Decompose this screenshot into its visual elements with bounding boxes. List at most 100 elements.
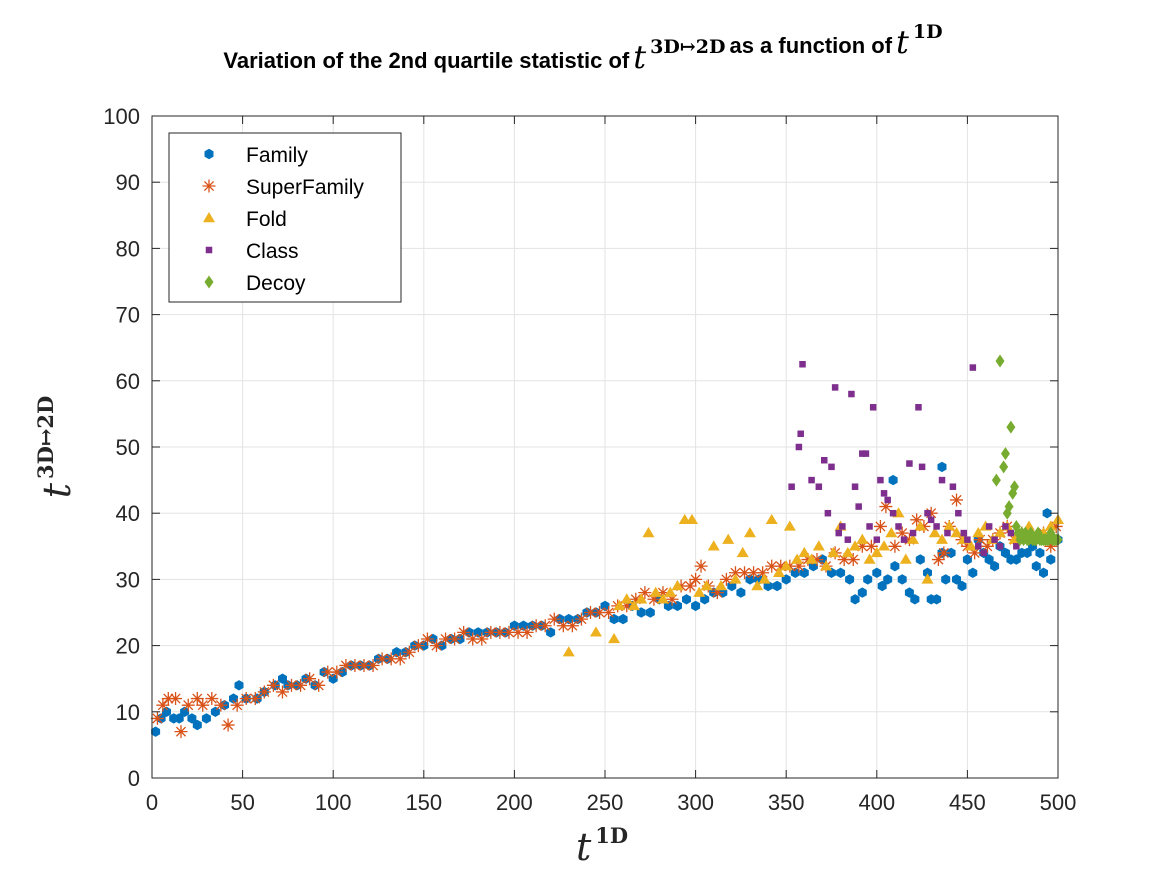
superfamily-point bbox=[150, 711, 164, 725]
superfamily-point bbox=[214, 698, 228, 712]
family-point bbox=[872, 567, 882, 578]
class-point bbox=[788, 483, 795, 490]
family-point bbox=[618, 613, 628, 625]
fold-point bbox=[798, 546, 811, 558]
superfamily-point bbox=[257, 685, 271, 699]
superfamily-point bbox=[484, 625, 498, 639]
class-point bbox=[900, 536, 908, 543]
superfamily-point bbox=[285, 678, 299, 692]
fold-point bbox=[972, 527, 985, 538]
superfamily-point bbox=[275, 685, 289, 699]
class-point bbox=[880, 490, 888, 497]
family-point bbox=[923, 567, 932, 578]
superfamily-point bbox=[547, 612, 561, 626]
y-axis-superscript: 3D↦2D bbox=[33, 396, 58, 479]
class-point bbox=[877, 476, 884, 484]
title-y-symbol: t bbox=[633, 38, 646, 76]
family-point bbox=[187, 713, 197, 724]
fold-point bbox=[608, 632, 621, 644]
fold-point bbox=[943, 520, 956, 531]
class-point bbox=[924, 509, 931, 517]
fold-point bbox=[921, 573, 934, 584]
superfamily-point bbox=[593, 606, 607, 619]
class-point bbox=[949, 483, 957, 490]
axis-ticks: 0 50 100 150 200 250 300 350 400 450 500 0 10 20 30 40 5… bbox=[103, 104, 1076, 815]
superfamily-point bbox=[837, 553, 851, 567]
fold-point bbox=[870, 546, 883, 558]
x-tick-label: 50 bbox=[230, 790, 254, 815]
class-point bbox=[933, 523, 940, 530]
fold-point bbox=[729, 573, 742, 584]
class-point bbox=[859, 450, 866, 457]
y-tick-label: 100 bbox=[103, 104, 140, 129]
title-y-superscript: 3D↦2D bbox=[650, 36, 725, 58]
superfamily-point bbox=[910, 513, 924, 527]
y-tick-label: 80 bbox=[116, 236, 140, 261]
superfamily-point bbox=[375, 652, 389, 666]
superfamily-point bbox=[493, 625, 507, 639]
fold-point bbox=[780, 560, 793, 571]
superfamily-point bbox=[846, 553, 860, 567]
superfamily-point bbox=[266, 678, 280, 692]
family-point bbox=[736, 587, 746, 598]
family-point bbox=[941, 574, 951, 585]
class-point bbox=[969, 364, 977, 371]
superfamily-point bbox=[683, 579, 697, 593]
family-point bbox=[691, 600, 701, 612]
y-tick-label: 40 bbox=[116, 501, 140, 526]
class-point bbox=[824, 509, 832, 517]
class-point bbox=[955, 509, 962, 517]
class-point bbox=[795, 443, 803, 451]
x-tick-label: 100 bbox=[315, 790, 352, 815]
fold-point bbox=[856, 533, 869, 544]
class-point bbox=[1013, 543, 1020, 550]
class-point bbox=[895, 523, 902, 530]
fold-legend-marker bbox=[203, 212, 215, 223]
family-point bbox=[201, 713, 211, 724]
family-point bbox=[915, 554, 925, 565]
superfamily-point bbox=[221, 718, 235, 732]
family-point bbox=[1000, 547, 1010, 559]
superfamily-point bbox=[420, 632, 434, 646]
x-axis-superscript: 1D bbox=[595, 823, 628, 848]
fold-point bbox=[907, 533, 920, 544]
title-middle: as a function of bbox=[729, 33, 892, 58]
superfamily-point bbox=[656, 586, 670, 600]
superfamily-point bbox=[801, 553, 815, 567]
superfamily-point bbox=[321, 665, 335, 679]
superfamily-point bbox=[873, 519, 887, 533]
superfamily-point bbox=[950, 493, 964, 507]
superfamily-point bbox=[411, 639, 425, 653]
superfamily-point bbox=[366, 658, 380, 672]
svg-text:t 1D: t 1D bbox=[576, 823, 628, 869]
fold-point bbox=[950, 527, 963, 538]
class-point bbox=[1007, 529, 1015, 537]
family-point bbox=[229, 693, 238, 704]
superfamily-point bbox=[917, 519, 931, 533]
class-point bbox=[996, 543, 1004, 550]
superfamily-point bbox=[511, 625, 525, 639]
family-point bbox=[957, 580, 967, 592]
family-point bbox=[952, 574, 961, 585]
class-point bbox=[851, 483, 859, 490]
fold-point bbox=[722, 533, 735, 544]
fold-point bbox=[805, 553, 818, 564]
fold-point bbox=[758, 573, 771, 584]
fold-point bbox=[783, 520, 796, 531]
superfamily-point bbox=[747, 566, 761, 580]
class-point bbox=[831, 384, 839, 391]
family-point bbox=[984, 554, 994, 565]
x-tick-label: 150 bbox=[405, 790, 442, 815]
fold-point bbox=[928, 527, 941, 538]
fold-point bbox=[649, 586, 662, 597]
superfamily-point bbox=[719, 572, 733, 586]
class-point bbox=[839, 523, 846, 530]
family-point bbox=[234, 680, 244, 691]
superfamily-point bbox=[931, 553, 945, 567]
superfamily-point bbox=[602, 606, 616, 619]
class-point bbox=[985, 523, 993, 530]
superfamily-point bbox=[647, 592, 661, 606]
superfamily-point bbox=[638, 586, 652, 600]
class-point bbox=[918, 463, 926, 471]
superfamily-point bbox=[879, 500, 893, 514]
